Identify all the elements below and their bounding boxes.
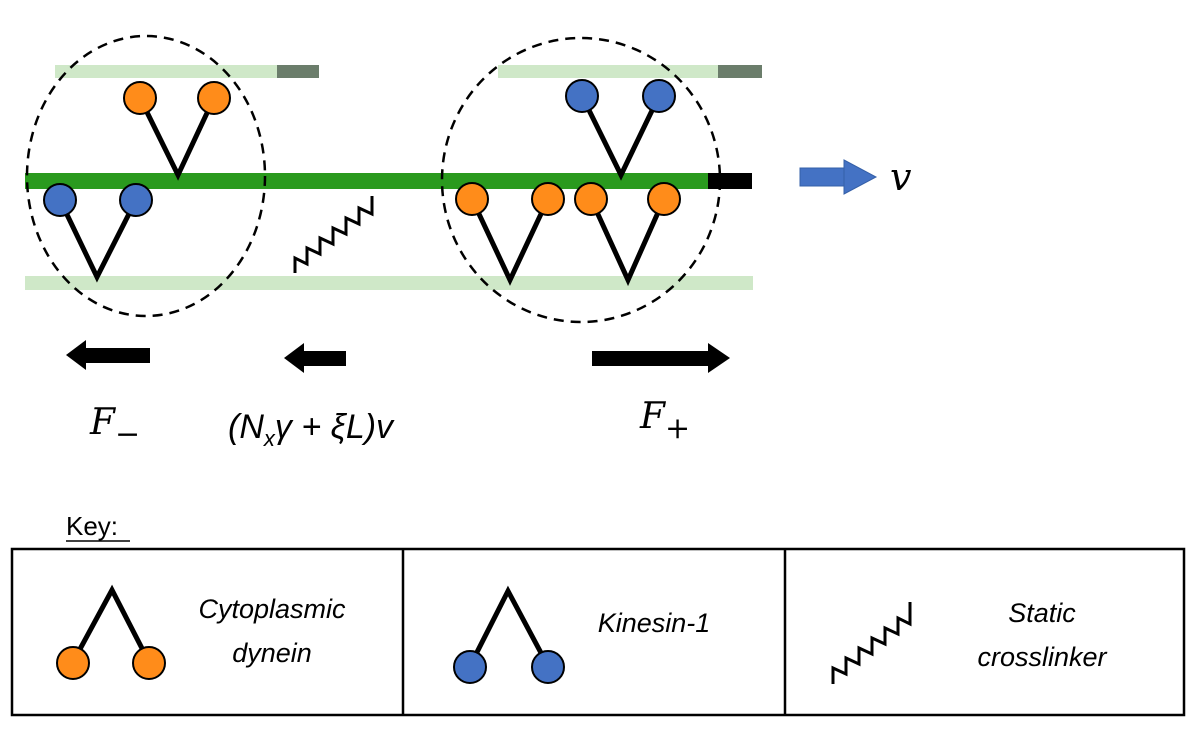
- drag-force-label: (Nxγ + ξL)v: [228, 408, 395, 451]
- bottom-microtubule: [25, 276, 753, 290]
- top-left-microtubule: [55, 65, 277, 78]
- top-right-microtubule: [498, 65, 718, 78]
- key-crosslinker-icon: [831, 602, 912, 684]
- force-minus-subscript: −: [115, 417, 140, 452]
- kinesin-motor-bottom-left: [43, 183, 153, 283]
- force-plus-subscript: +: [665, 411, 690, 446]
- right-motor-cluster-outline: [440, 36, 722, 324]
- key-dynein-label-line1: Cytoplasmic: [198, 594, 346, 624]
- key-dynein-label-line2: dynein: [232, 638, 312, 668]
- central-microtubule-plus-end: [708, 173, 752, 189]
- top-right-microtubule-cap: [718, 65, 762, 78]
- dynein-motor-bottom-right-2: [574, 182, 681, 287]
- left-motor-cluster-outline: [25, 34, 267, 318]
- key-kinesin-icon: [453, 585, 565, 684]
- velocity-label: v: [890, 155, 912, 199]
- force-plus-arrow: [592, 343, 730, 373]
- force-minus-arrow: [66, 340, 150, 370]
- dynein-motor-top-left: [123, 81, 231, 181]
- key-kinesin-label: Kinesin-1: [598, 608, 711, 638]
- drag-force-arrow: [284, 343, 346, 373]
- key-dynein-icon: [56, 584, 166, 680]
- velocity-arrow: [799, 159, 878, 195]
- dynein-motor-bottom-right-1: [455, 182, 565, 286]
- key-table: [10, 547, 1186, 717]
- force-plus-label: F+: [639, 396, 690, 446]
- kinesin-motor-top-right: [565, 79, 676, 181]
- microtubules: [25, 65, 762, 290]
- top-left-microtubule-cap: [277, 65, 319, 78]
- drag-subscript: x: [263, 426, 276, 451]
- static-crosslinker: [293, 196, 374, 273]
- force-minus-label: F−: [89, 402, 140, 452]
- key-title: Key:: [66, 511, 118, 541]
- key-crosslinker-label-line2: crosslinker: [977, 642, 1107, 672]
- key-crosslinker-label-line1: Static: [1008, 598, 1076, 628]
